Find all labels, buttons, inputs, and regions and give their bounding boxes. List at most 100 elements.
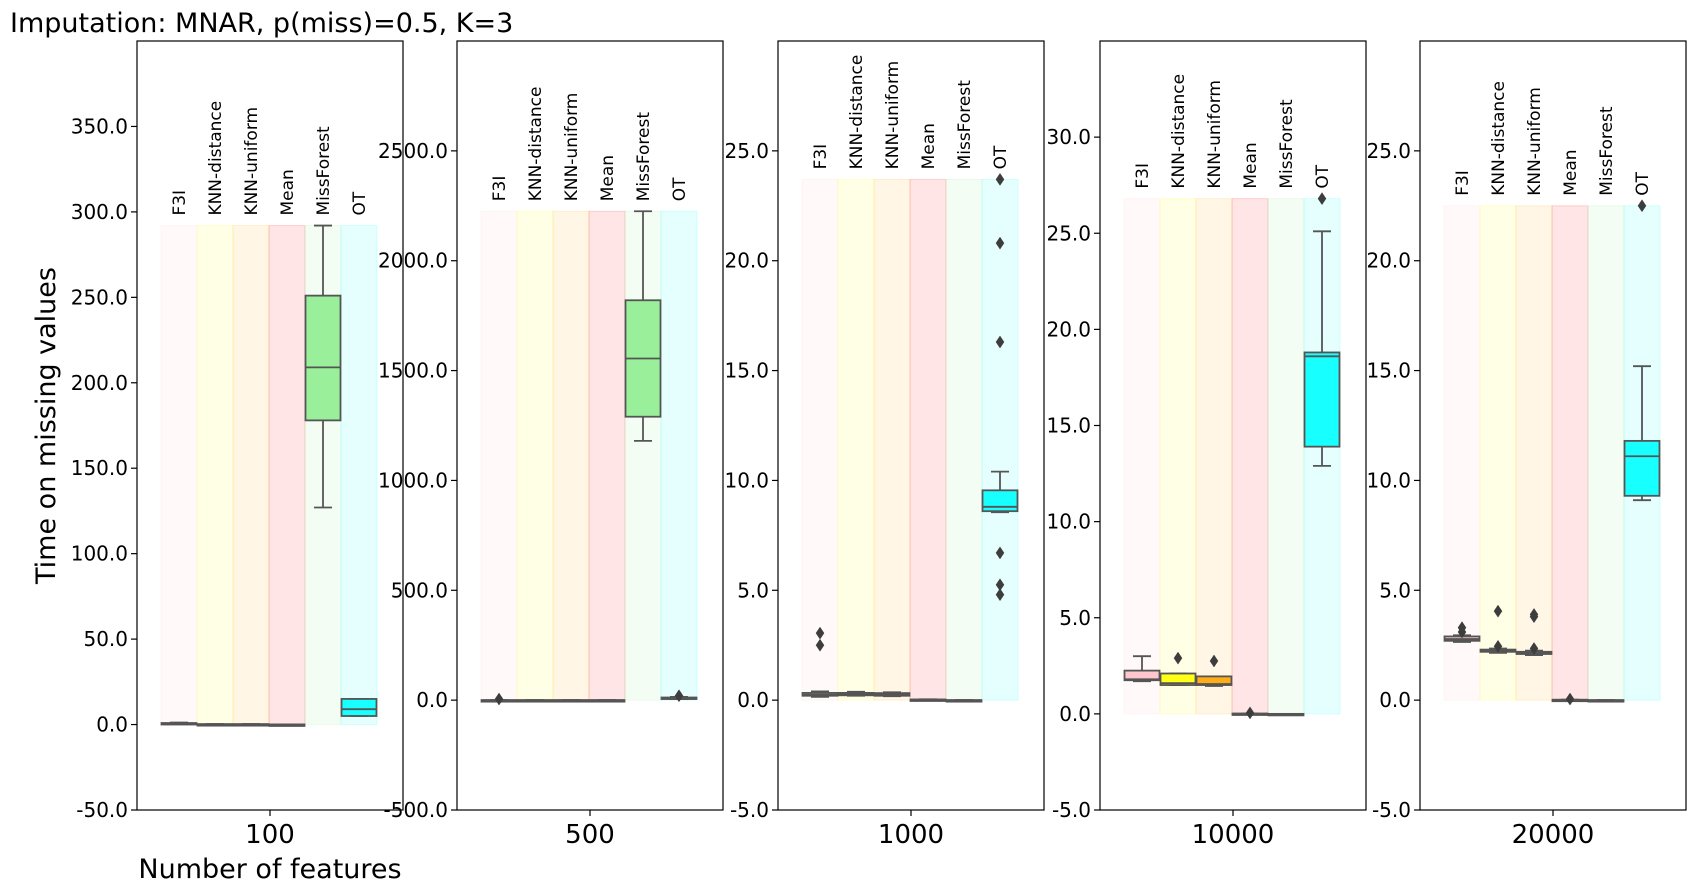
flier-point [995,172,1005,186]
box-missforest [304,224,342,509]
flier-point [494,692,504,706]
box-mean [1231,706,1269,720]
y-tick-label: -500.0 [384,798,448,822]
box-mean [588,699,626,703]
method-label-knn-uniform: KNN-uniform [242,107,262,216]
band-mean [1231,198,1269,715]
box-knn-uniform [232,723,270,727]
method-label-mean: Mean [1561,149,1581,195]
band-missforest [1267,198,1305,715]
method-label-f3i: F3I [1133,163,1153,189]
box-ot [340,698,378,717]
method-label-ot: OT [991,145,1011,169]
y-tick-label: 20.0 [724,249,769,273]
flier-point [995,546,1005,560]
y-tick-label: 500.0 [391,578,448,602]
method-label-knn-distance: KNN-distance [847,55,867,170]
band-mean [588,210,626,701]
box-f3i [1123,655,1161,683]
y-tick-label: 5.0 [1059,606,1091,630]
y-tick-label: 0.0 [737,688,769,712]
band-knn-uniform [1195,198,1233,715]
method-label-mean: Mean [1241,142,1261,188]
method-label-mean: Mean [278,169,298,215]
box-missforest [624,210,662,442]
band-knn-distance [1479,205,1517,701]
box-f3i [801,626,839,698]
flier-point [815,626,825,640]
box-ot [660,689,698,703]
method-label-knn-uniform: KNN-uniform [1525,87,1545,196]
y-tick-label: -5.0 [1372,798,1411,822]
y-tick-label: 20.0 [1046,317,1091,341]
flier-point [995,335,1005,349]
flier-point [1529,608,1539,621]
y-tick-label: 25.0 [1046,221,1091,245]
y-tick-label: 15.0 [724,359,769,383]
method-label-knn-uniform: KNN-uniform [1205,80,1225,189]
x-category-label: 500 [565,820,615,850]
y-tick-label: 1000.0 [378,468,448,492]
y-tick-label: 5.0 [1379,578,1411,602]
band-knn-distance [837,178,875,701]
method-label-missforest: MissForest [314,126,334,216]
y-tick-label: 25.0 [724,139,769,163]
flier-point [1493,639,1503,653]
method-label-f3i: F3I [1453,170,1473,196]
band-knn-uniform [873,178,911,701]
method-label-ot: OT [1633,171,1653,195]
band-f3i [160,225,198,726]
band-f3i [1443,205,1481,701]
flier-point [1173,651,1183,665]
y-tick-label: 100.0 [71,542,128,566]
x-category-label: 10000 [1192,820,1275,850]
iqr-box [1303,351,1341,448]
box-missforest [1267,712,1305,717]
box-mean [268,723,306,727]
box-missforest [1587,699,1625,703]
flier-point [995,236,1005,250]
panel-20000: -5.0 0.0 5.0 10.0 15.0 20.0 25.0 20000 F3I KNN-di… [1366,40,1687,850]
box-f3i [480,692,518,706]
box-knn-distance [1159,651,1197,686]
flier-point [1317,192,1327,206]
flier-point [1245,706,1255,720]
box-mean [909,698,947,702]
flier-point [1637,199,1647,213]
x-axis-title: Number of features [138,854,401,885]
iqr-box [1195,675,1233,686]
iqr-box [1159,672,1197,686]
flier-point [815,638,825,652]
method-label-mean: Mean [919,123,939,169]
flier-point [995,578,1005,592]
method-label-ot: OT [1313,164,1333,188]
band-mean [909,178,947,701]
box-knn-uniform [873,691,911,698]
method-label-missforest: MissForest [1277,99,1297,189]
flier-point [1493,604,1503,618]
flier-point [1209,654,1219,668]
band-knn-uniform [1515,205,1553,701]
box-knn-distance [196,723,234,727]
box-f3i [160,721,198,726]
flier-point [674,689,684,703]
method-label-f3i: F3I [170,190,190,216]
y-tick-label: 2000.0 [378,249,448,273]
box-knn-uniform [552,699,590,703]
y-tick-label: 5.0 [737,578,769,602]
y-tick-label: 15.0 [1046,414,1091,438]
box-mean [1551,692,1589,706]
flier-point [1565,692,1575,706]
panel-100: -50.0 0.0 50.0 100.0 150.0 200.0 250.0 300.0 350… [71,40,404,850]
figure-title: Imputation: MNAR, p(miss)=0.5, K=3 [10,8,513,39]
y-tick-label: 350.0 [71,114,128,138]
band-mean [1551,205,1589,701]
method-label-knn-uniform: KNN-uniform [562,93,582,202]
x-category-label: 100 [245,820,295,850]
method-label-f3i: F3I [811,144,831,170]
y-tick-label: 150.0 [71,456,128,480]
band-knn-distance [1159,198,1197,715]
method-label-missforest: MissForest [1597,106,1617,196]
x-category-label: 20000 [1512,820,1595,850]
